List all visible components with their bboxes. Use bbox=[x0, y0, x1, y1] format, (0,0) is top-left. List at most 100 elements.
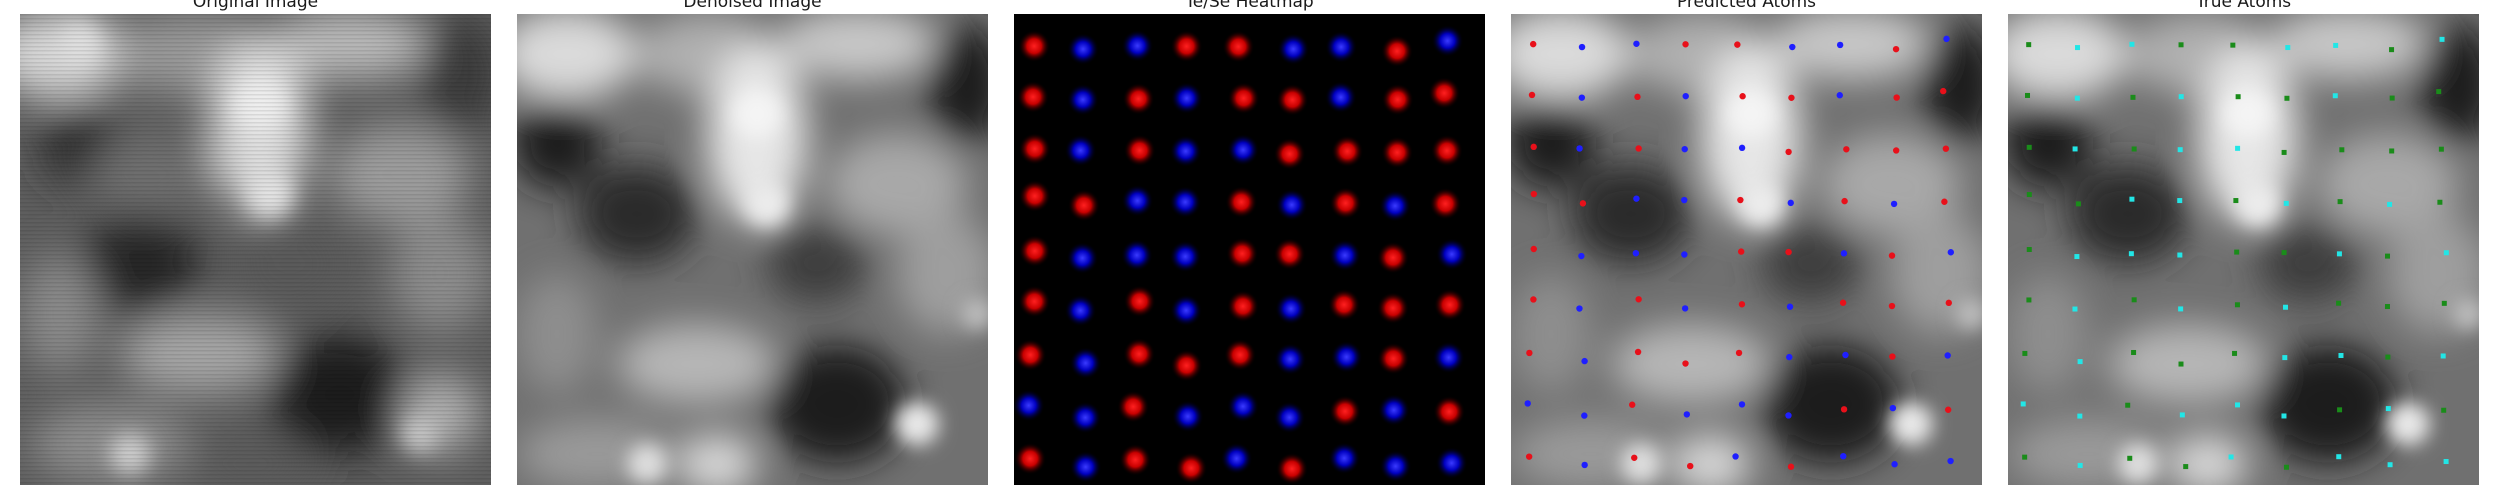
predicted-se-atom bbox=[1840, 250, 1848, 257]
se-heat-spot bbox=[1325, 30, 1358, 63]
predicted-se-atom bbox=[1944, 352, 1951, 359]
predicted-te-atom bbox=[1735, 349, 1743, 357]
predicted-se-atom bbox=[1786, 303, 1794, 310]
se-heat-spot bbox=[1069, 347, 1102, 380]
te-heat-spot bbox=[1273, 238, 1306, 271]
true-te-atom bbox=[2026, 192, 2032, 198]
predicted-se-atom bbox=[1578, 94, 1586, 101]
true-te-atom bbox=[2178, 42, 2184, 48]
se-heat-spot bbox=[1328, 239, 1361, 272]
true-te-atom bbox=[2075, 201, 2081, 207]
panel-title: True Atoms bbox=[2195, 0, 2292, 12]
predicted-te-atom bbox=[1687, 462, 1694, 470]
true-te-atom bbox=[2337, 199, 2343, 205]
predicted-te-atom bbox=[1893, 94, 1900, 101]
te-heat-spot bbox=[1377, 342, 1410, 375]
te-heat-spot bbox=[1226, 237, 1259, 270]
te-heat-spot bbox=[1226, 290, 1259, 323]
true-se-atom bbox=[2075, 45, 2081, 51]
predicted-te-atom bbox=[1843, 146, 1850, 153]
true-se-atom bbox=[2387, 201, 2393, 207]
denoised-image bbox=[517, 14, 988, 485]
predicted-te-atom bbox=[1635, 145, 1642, 152]
te-heat-spot bbox=[1018, 30, 1051, 63]
predicted-se-atom bbox=[1682, 92, 1689, 100]
se-heat-spot bbox=[1435, 238, 1468, 271]
predicted-se-atom bbox=[1836, 92, 1843, 99]
true-te-atom bbox=[2441, 300, 2447, 306]
te-heat-spot bbox=[1170, 30, 1203, 63]
predicted-se-atom bbox=[1738, 401, 1746, 408]
true-te-atom bbox=[2337, 407, 2343, 413]
true-te-atom bbox=[2284, 95, 2290, 101]
predicted-te-atom bbox=[1629, 401, 1636, 408]
true-se-atom bbox=[2177, 252, 2183, 258]
true-te-atom bbox=[2131, 146, 2137, 152]
true-se-atom bbox=[2285, 45, 2291, 51]
predicted-se-atom bbox=[1842, 351, 1849, 359]
heatmap-panel: Te/Se Heatmap bbox=[1014, 0, 1485, 500]
se-heat-spot bbox=[1273, 401, 1306, 434]
true-se-atom bbox=[2282, 355, 2288, 361]
predicted-te-atom bbox=[1787, 463, 1795, 470]
te-heat-spot bbox=[1018, 285, 1051, 318]
predicted-te-atom bbox=[1785, 148, 1792, 156]
predicted-te-atom bbox=[1526, 349, 1533, 357]
true-se-atom bbox=[2228, 454, 2234, 460]
predicted-se-atom bbox=[1578, 43, 1586, 51]
predicted-te-atom bbox=[1529, 40, 1537, 48]
original-image-panel: Original Image bbox=[20, 0, 491, 500]
true-se-atom bbox=[2385, 406, 2391, 412]
predicted-se-atom bbox=[1786, 353, 1793, 361]
predicted-te-atom bbox=[1941, 198, 1948, 205]
se-heat-spot bbox=[1170, 82, 1203, 115]
true-te-atom bbox=[2235, 94, 2241, 100]
te-heat-spot bbox=[1175, 452, 1208, 485]
true-te-atom bbox=[2385, 253, 2391, 259]
predicted-se-atom bbox=[1840, 452, 1847, 460]
true-te-atom bbox=[2436, 89, 2442, 95]
true-se-atom bbox=[2179, 412, 2185, 418]
te-heat-spot bbox=[1376, 292, 1409, 325]
predicted-se-atom bbox=[1789, 43, 1796, 51]
te-heat-spot bbox=[1329, 187, 1362, 220]
true-se-atom bbox=[2235, 145, 2241, 151]
predicted-se-atom bbox=[1732, 453, 1739, 460]
true-se-atom bbox=[2177, 147, 2183, 153]
predicted-te-atom bbox=[1530, 296, 1537, 303]
predicted-te-atom bbox=[1945, 299, 1952, 307]
true-te-atom bbox=[2385, 354, 2391, 360]
se-heat-spot bbox=[1377, 394, 1410, 427]
true-te-atom bbox=[2131, 349, 2137, 355]
te-heat-spot bbox=[1014, 442, 1047, 475]
predicted-se-atom bbox=[1578, 252, 1585, 260]
true-te-atom bbox=[2233, 198, 2239, 204]
predicted-se-atom bbox=[1836, 41, 1844, 49]
predicted-se-atom bbox=[1576, 145, 1583, 152]
te-heat-spot bbox=[1225, 186, 1258, 219]
true-te-atom bbox=[2339, 147, 2345, 153]
predicted-te-atom bbox=[1631, 454, 1638, 461]
te-heat-spot bbox=[1117, 390, 1150, 423]
te-heat-spot bbox=[1433, 288, 1466, 321]
true-se-atom bbox=[2072, 146, 2078, 152]
te-heat-spot bbox=[1429, 187, 1462, 220]
se-heat-spot bbox=[1067, 33, 1100, 66]
true-se-atom bbox=[2178, 94, 2184, 100]
se-heat-spot bbox=[1274, 343, 1307, 376]
se-heat-spot bbox=[1170, 294, 1203, 327]
predicted-se-atom bbox=[1891, 461, 1898, 468]
panel-title: Predicted Atoms bbox=[1676, 0, 1817, 12]
true-se-atom bbox=[2440, 353, 2446, 359]
true-te-atom bbox=[2178, 361, 2184, 367]
te-heat-spot bbox=[1067, 189, 1100, 222]
predicted-se-atom bbox=[1681, 196, 1688, 204]
se-heat-spot bbox=[1220, 442, 1253, 475]
true-se-atom bbox=[2072, 306, 2078, 312]
true-te-atom bbox=[2438, 146, 2444, 152]
se-heat-spot bbox=[1226, 390, 1259, 423]
te-heat-spot bbox=[1433, 395, 1466, 428]
te-heat-spot bbox=[1119, 443, 1152, 476]
se-heat-spot bbox=[1014, 389, 1045, 422]
te-heat-spot bbox=[1428, 77, 1461, 110]
